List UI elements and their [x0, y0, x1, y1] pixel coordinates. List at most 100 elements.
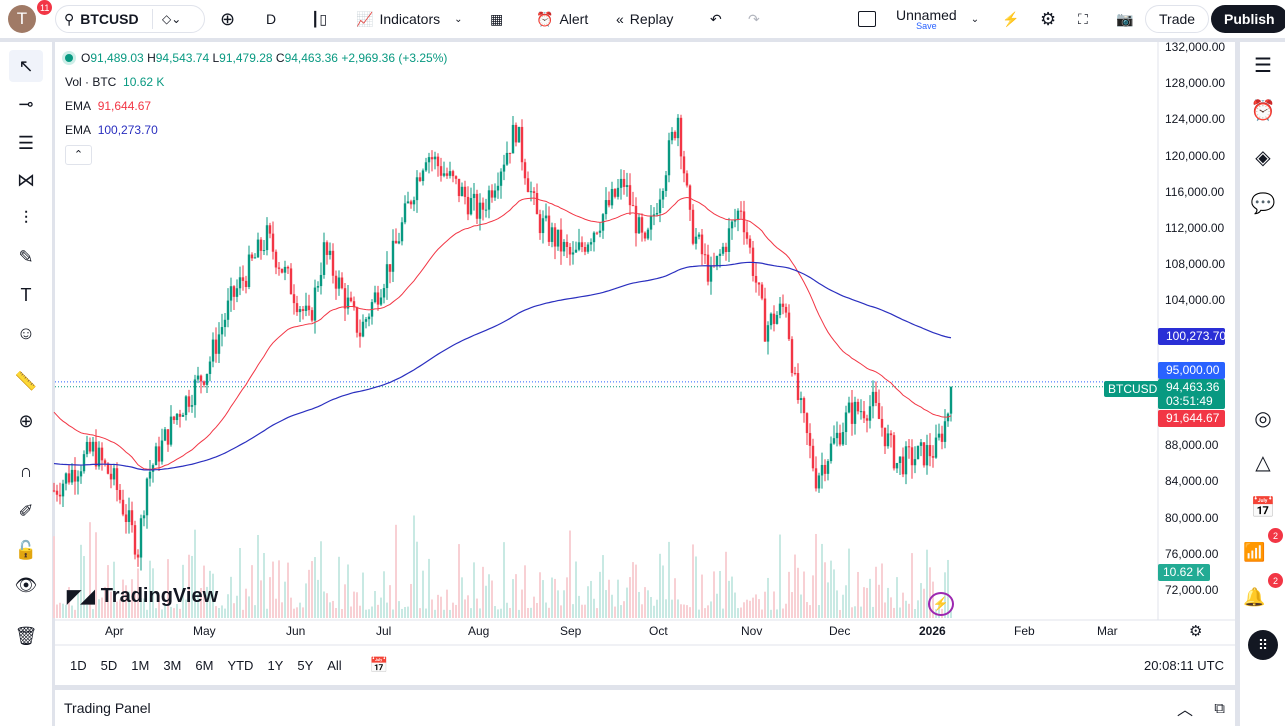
- emoji-tool[interactable]: ☺: [9, 317, 43, 349]
- notifications-button[interactable]: 🔔: [1243, 582, 1273, 612]
- range-1m[interactable]: 1M: [131, 657, 150, 673]
- ema50-line[interactable]: [53, 196, 952, 470]
- quick-search-button[interactable]: ⚡: [994, 0, 1027, 38]
- candle-body: [841, 432, 845, 445]
- zoom-tool[interactable]: ⊕: [9, 405, 43, 437]
- volume-bar: [173, 608, 175, 618]
- candle-body: [427, 157, 431, 163]
- volume-bar: [266, 608, 268, 618]
- candle-body: [406, 201, 410, 204]
- clock[interactable]: 20:08:11 UTC: [1144, 657, 1224, 673]
- candle-body: [949, 386, 953, 414]
- chart-type-button[interactable]: ┃▯: [303, 0, 335, 38]
- volume-bar: [839, 609, 841, 618]
- fullscreen-button[interactable]: ⛶: [1070, 0, 1096, 38]
- range-3m[interactable]: 3M: [163, 657, 182, 673]
- indicators-button[interactable]: 📈 Indicators ⌄: [348, 0, 471, 38]
- volume-bar: [527, 607, 529, 618]
- tradingview-watermark[interactable]: ◤◢ TradingView: [67, 585, 219, 607]
- ideas-stream-button[interactable]: 📶: [1243, 537, 1273, 567]
- calendar-button[interactable]: 📅: [1248, 492, 1278, 522]
- visibility-tool[interactable]: 👁: [9, 569, 43, 601]
- trend-line-tool[interactable]: ⊸: [9, 88, 43, 120]
- delete-tool[interactable]: 🗑: [9, 620, 43, 652]
- alerts-button[interactable]: ⏰: [1248, 95, 1278, 125]
- avatar[interactable]: T: [8, 5, 36, 33]
- range-all[interactable]: All: [327, 657, 342, 673]
- ai-sparkle-icon[interactable]: ⚡: [928, 592, 954, 616]
- text-tool[interactable]: T: [9, 279, 43, 311]
- ruler-tool[interactable]: 📏: [9, 365, 43, 397]
- volume-bar: [632, 562, 634, 618]
- tradingview-logo-icon: ◤◢: [67, 586, 95, 606]
- candle-body: [67, 473, 71, 483]
- brush-tool[interactable]: ✎: [9, 241, 43, 273]
- ema200-legend[interactable]: EMA 100,273.70: [65, 123, 158, 137]
- volume-bar: [764, 591, 766, 618]
- cursor-tool[interactable]: ↖: [9, 50, 43, 82]
- fib-tool[interactable]: ☰: [9, 127, 43, 159]
- range-5d[interactable]: 5D: [100, 657, 118, 673]
- pattern-tool[interactable]: ⋈: [9, 164, 43, 196]
- settings-button[interactable]: ⚙: [1032, 0, 1064, 38]
- maximize-icon[interactable]: ⧉: [1214, 699, 1225, 717]
- candles-icon: ┃▯: [311, 10, 328, 27]
- range-1y[interactable]: 1Y: [267, 657, 284, 673]
- trading-panel-title[interactable]: Trading Panel: [64, 700, 151, 716]
- technicals-button[interactable]: ◎: [1248, 403, 1278, 433]
- candle-body: [895, 463, 899, 469]
- candle-body: [529, 191, 533, 193]
- ema200-line[interactable]: [53, 261, 952, 471]
- watchlist-button[interactable]: ☰: [1248, 50, 1278, 80]
- volume-bar: [404, 607, 406, 618]
- candle-body: [208, 361, 212, 374]
- collapse-legend-button[interactable]: ⌃: [65, 145, 92, 165]
- layout-menu[interactable]: Unnamed Save ⌄: [850, 0, 987, 38]
- date-range-icon[interactable]: 📅: [369, 657, 389, 674]
- publish-button[interactable]: Publish: [1211, 5, 1285, 33]
- layouts-button[interactable]: ▦: [482, 0, 511, 38]
- trade-button[interactable]: Trade: [1145, 5, 1210, 33]
- candle-body: [544, 215, 548, 219]
- candle-body: [793, 372, 797, 374]
- volume-bar: [488, 574, 490, 618]
- volume-bar: [848, 548, 850, 618]
- range-ytd[interactable]: YTD: [227, 657, 254, 673]
- candle-body: [790, 339, 794, 373]
- object-tree-button[interactable]: ◈: [1248, 142, 1278, 172]
- screenshot-button[interactable]: 📷: [1108, 0, 1141, 38]
- undo-button[interactable]: ↶: [702, 0, 730, 38]
- interval-button[interactable]: D: [266, 11, 277, 27]
- range-6m[interactable]: 6M: [195, 657, 214, 673]
- volume-bar: [293, 608, 295, 618]
- candle-body: [889, 433, 893, 436]
- drawing-mode-tool[interactable]: ✐: [9, 495, 43, 527]
- volume-bar: [782, 608, 784, 618]
- redo-button[interactable]: ↷: [740, 0, 768, 38]
- pattern-button[interactable]: △: [1248, 447, 1278, 477]
- ema50-legend[interactable]: EMA 91,644.67: [65, 99, 152, 113]
- volume-legend[interactable]: Vol · BTC 10.62 K: [65, 75, 165, 89]
- alert-button[interactable]: ⏰ Alert: [528, 0, 596, 38]
- volume-bar: [623, 601, 625, 618]
- axis-settings-button[interactable]: ⚙: [1189, 622, 1202, 640]
- candle-body: [808, 433, 812, 446]
- volume-bar: [509, 607, 511, 618]
- volume-bar: [701, 574, 703, 618]
- range-1d[interactable]: 1D: [70, 657, 87, 673]
- chat-button[interactable]: 💬: [1248, 188, 1278, 218]
- forecast-tool[interactable]: ⫶: [9, 202, 43, 234]
- apps-button[interactable]: ⠿: [1248, 630, 1278, 660]
- candle-body: [223, 319, 227, 328]
- compare-icon[interactable]: ◇⌄: [162, 12, 182, 26]
- collapse-icon[interactable]: ︿: [1176, 702, 1193, 719]
- magnet-tool[interactable]: ∩: [9, 455, 43, 487]
- range-5y[interactable]: 5Y: [297, 657, 314, 673]
- lock-tool[interactable]: 🔓: [9, 534, 43, 566]
- volume-bar: [845, 585, 847, 618]
- symbol-search[interactable]: ⚲ BTCUSD ◇⌄: [55, 5, 205, 33]
- replay-button[interactable]: « Replay: [608, 0, 681, 38]
- add-symbol-button[interactable]: ⊕: [212, 0, 243, 38]
- candle-body: [358, 332, 362, 337]
